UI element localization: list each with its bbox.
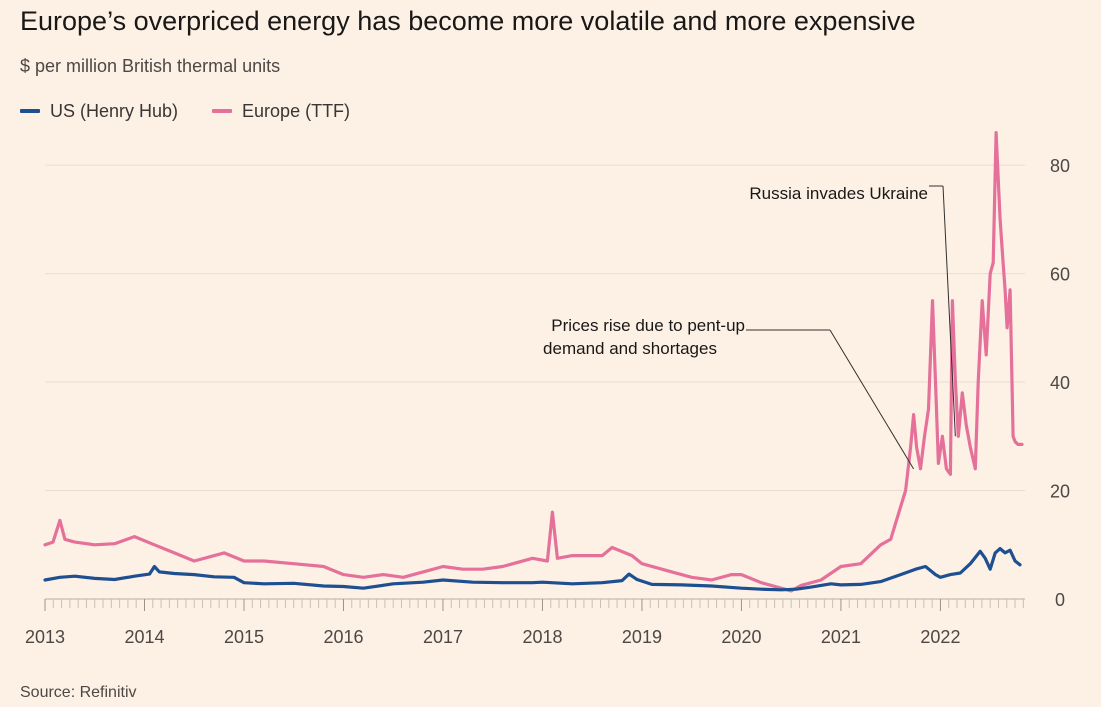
annotation-russia-leader [942, 185, 956, 437]
legend: US (Henry Hub) Europe (TTF) [20, 99, 384, 123]
x-tick-label-2015: 2015 [224, 627, 264, 647]
x-tick-label-2014: 2014 [124, 627, 164, 647]
legend-swatch-us [20, 109, 40, 113]
series-lines [43, 131, 1024, 593]
grid-lines [45, 164, 1025, 492]
legend-item-europe: Europe (TTF) [212, 99, 350, 123]
series-line-us-henry-hub [43, 547, 1022, 592]
legend-label-europe: Europe (TTF) [242, 101, 351, 121]
legend-swatch-europe [212, 109, 233, 113]
legend-label-us: US (Henry Hub) [50, 101, 179, 121]
x-tick-label-2019: 2019 [622, 627, 662, 647]
y-tick-label-20: 20 [1050, 482, 1070, 502]
source-note: Source: Refinitiv [20, 684, 137, 701]
y-tick-label-0: 0 [1055, 590, 1065, 610]
x-axis: 2013 2014 2015 2016 2017 2018 2019 2020 2021 2022 [25, 598, 1025, 647]
annotation-prices-line-1: Prices rise due to pent-up [551, 316, 745, 335]
legend-item-us: US (Henry Hub) [20, 99, 178, 123]
y-tick-label-40: 40 [1050, 373, 1070, 393]
x-tick-label-2016: 2016 [323, 627, 363, 647]
chart-title: Europe’s overpriced energy has become mo… [20, 6, 916, 36]
annotation-prices-leader [829, 329, 914, 470]
annotations: Russia invades Ukraine Prices rise due t… [543, 184, 956, 470]
x-tick-label-2021: 2021 [821, 627, 861, 647]
x-tick-label-2013: 2013 [25, 627, 65, 647]
annotation-russia-invades-ukraine: Russia invades Ukraine [749, 184, 928, 203]
x-tick-label-2020: 2020 [721, 627, 761, 647]
chart-subtitle: $ per million British thermal units [20, 56, 281, 76]
x-tick-label-2018: 2018 [522, 627, 562, 647]
annotation-prices-line-2: demand and shortages [543, 339, 717, 358]
y-axis: 0 20 40 60 80 [1050, 156, 1070, 610]
x-tick-label-2022: 2022 [920, 627, 960, 647]
y-tick-label-60: 60 [1050, 265, 1070, 285]
y-tick-label-80: 80 [1050, 156, 1070, 176]
x-tick-label-2017: 2017 [423, 627, 463, 647]
